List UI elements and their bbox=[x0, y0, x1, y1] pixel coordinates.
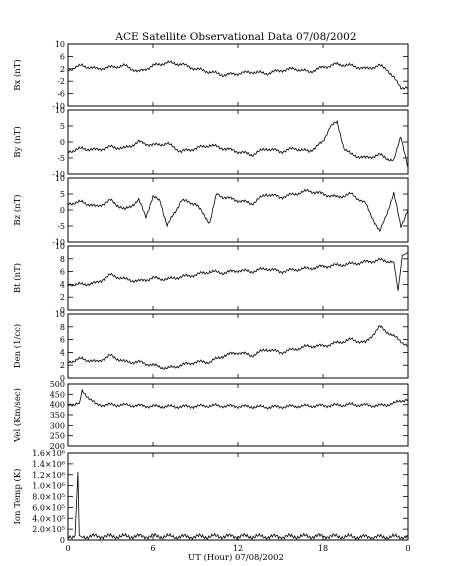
y-tick-label-bx: 10 bbox=[55, 40, 65, 49]
y-axis-label-den: Den (1/cc) bbox=[12, 324, 23, 368]
y-tick-label-by: 10 bbox=[55, 106, 65, 115]
y-tick-label-bt: 0 bbox=[60, 306, 65, 315]
y-tick-label-den: 6 bbox=[60, 336, 65, 345]
series-line-den bbox=[67, 325, 409, 370]
y-tick-label-bt: 6 bbox=[60, 268, 65, 277]
y-tick-label-temp: 8.0×10⁵ bbox=[32, 493, 65, 502]
panel-frame-temp bbox=[67, 452, 409, 541]
y-axis-label-by: By (nT) bbox=[12, 126, 23, 158]
y-tick-label-bx: 6 bbox=[60, 52, 65, 61]
panel-frame-by bbox=[67, 109, 409, 175]
y-tick-label-vel: 350 bbox=[50, 411, 65, 420]
y-tick-label-bx: -10 bbox=[52, 102, 65, 111]
y-tick-label-den: 0 bbox=[60, 374, 65, 383]
y-tick-label-den: 2 bbox=[60, 361, 65, 370]
y-tick-label-bz: -10 bbox=[52, 238, 65, 247]
y-tick-label-by: 0 bbox=[60, 138, 65, 147]
y-tick-label-bt: 4 bbox=[60, 280, 65, 289]
y-tick-label-bx: -6 bbox=[57, 90, 65, 99]
y-tick-label-temp: 2.0×10⁵ bbox=[32, 525, 65, 534]
panel-frame-den bbox=[67, 313, 409, 379]
y-axis-label-vel: Vel (Km/sec) bbox=[12, 388, 23, 443]
y-tick-label-temp: 6.0×10⁵ bbox=[32, 503, 65, 512]
y-axis-label-temp: Ion Temp (K) bbox=[12, 469, 23, 525]
series-line-bz bbox=[67, 188, 409, 233]
series-line-temp bbox=[67, 471, 409, 541]
y-tick-label-bx: 2 bbox=[60, 65, 65, 74]
y-tick-label-bt: 8 bbox=[60, 255, 65, 264]
series-line-vel bbox=[67, 389, 409, 410]
x-tick-label: 0 bbox=[405, 544, 410, 553]
x-tick-label: 18 bbox=[318, 544, 328, 553]
x-tick-label: 12 bbox=[233, 544, 243, 553]
y-tick-label-by: -10 bbox=[52, 170, 65, 179]
y-tick-label-temp: 4.0×10⁵ bbox=[32, 514, 65, 523]
x-tick-label: 0 bbox=[65, 544, 70, 553]
y-tick-label-temp: 1.0×10⁶ bbox=[32, 482, 65, 491]
panel-frame-vel bbox=[67, 383, 409, 447]
x-tick-label: 6 bbox=[150, 544, 155, 553]
y-tick-label-vel: 400 bbox=[50, 401, 65, 410]
panel-frame-bt bbox=[67, 245, 409, 311]
series-line-bx bbox=[67, 60, 409, 91]
y-tick-label-bt: 10 bbox=[55, 242, 65, 251]
y-tick-label-temp: 1.2×10⁶ bbox=[32, 471, 65, 480]
chart-panels: 10 6 2 -2 -6 -10 Bx (nT) 10 5 0 -5 -10 By (nT) 10 5 0 -5… bbox=[12, 40, 411, 553]
y-tick-label-bt: 2 bbox=[60, 293, 65, 302]
y-tick-label-bz: -5 bbox=[57, 222, 65, 231]
y-tick-label-vel: 200 bbox=[50, 442, 65, 451]
x-axis-label: UT (Hour) 07/08/2002 bbox=[188, 552, 284, 563]
y-tick-label-bx: -2 bbox=[57, 77, 65, 86]
y-axis-label-bx: Bx (nT) bbox=[12, 59, 23, 91]
y-axis-label-bz: Bz (nT) bbox=[12, 194, 23, 225]
y-tick-label-by: 5 bbox=[60, 122, 65, 131]
series-line-bt bbox=[67, 252, 409, 291]
y-tick-label-vel: 500 bbox=[50, 380, 65, 389]
y-tick-label-by: -5 bbox=[57, 154, 65, 163]
y-tick-label-temp: 0 bbox=[60, 536, 65, 545]
y-tick-label-vel: 450 bbox=[50, 390, 65, 399]
y-tick-label-den: 10 bbox=[55, 310, 65, 319]
y-tick-label-den: 8 bbox=[60, 323, 65, 332]
y-tick-label-temp: 1.4×10⁶ bbox=[32, 460, 65, 469]
y-tick-label-bz: 5 bbox=[60, 190, 65, 199]
y-axis-label-bt: Bt (nT) bbox=[12, 263, 23, 293]
panel-frame-bz bbox=[67, 177, 409, 243]
y-tick-label-temp: 1.6×10⁶ bbox=[32, 449, 65, 458]
y-tick-label-bz: 10 bbox=[55, 174, 65, 183]
y-tick-label-bz: 0 bbox=[60, 206, 65, 215]
y-tick-label-den: 4 bbox=[60, 348, 65, 357]
series-line-by bbox=[67, 119, 409, 168]
y-tick-label-vel: 300 bbox=[50, 421, 65, 430]
y-tick-label-vel: 250 bbox=[50, 432, 65, 441]
chart-title: ACE Satellite Observational Data 07/08/2… bbox=[114, 31, 356, 43]
